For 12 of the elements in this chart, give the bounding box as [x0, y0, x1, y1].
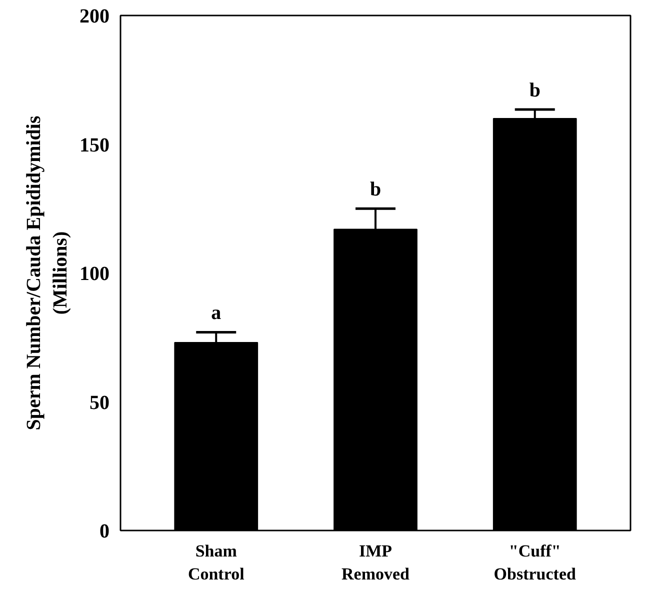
y-tick-label: 50: [90, 392, 110, 414]
annotation: a: [211, 302, 222, 324]
y-tick-label: 100: [80, 263, 110, 285]
y-axis-title: Sperm Number/Cauda Epididymidis (Millions): [23, 116, 72, 430]
annotation: b: [529, 79, 540, 102]
y-tick-label: 200: [80, 6, 110, 28]
annotation: b: [370, 178, 382, 201]
y-tick-label: 0: [100, 520, 110, 542]
x-tick-label: Sham Control: [188, 542, 245, 584]
x-tick-label: "Cuff" Obstructed: [494, 542, 576, 584]
x-tick-label: IMP Removed: [342, 542, 410, 584]
y-tick-label: 150: [80, 134, 110, 156]
